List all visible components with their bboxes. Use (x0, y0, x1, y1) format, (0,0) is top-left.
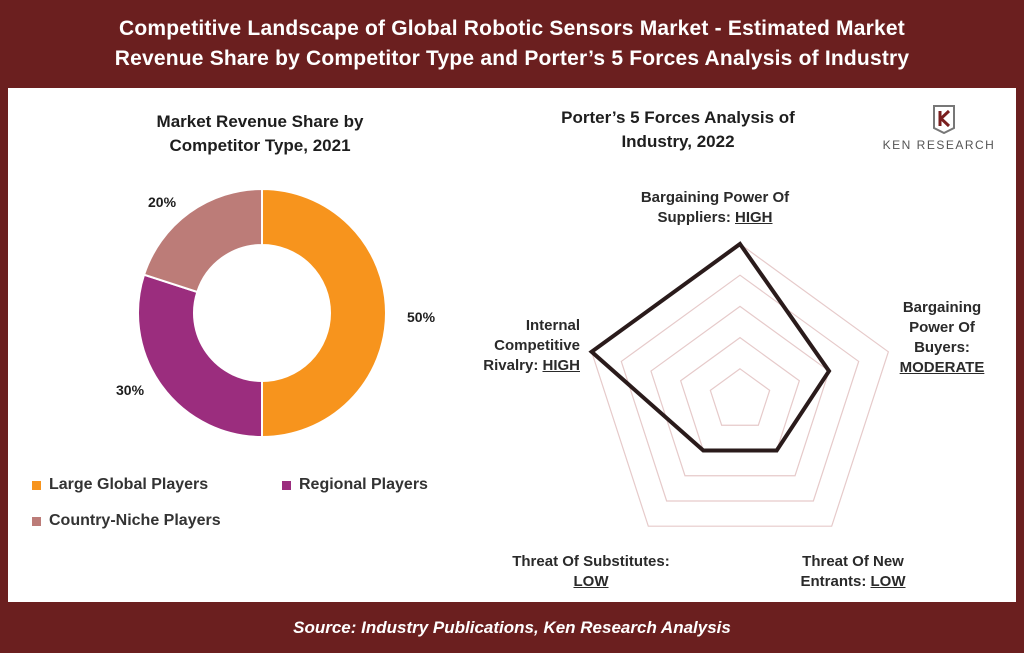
legend-item: Country-Niche Players (32, 512, 282, 530)
radar-axis-label: Threat Of New Entrants: LOW (800, 553, 906, 590)
header-banner: Competitive Landscape of Global Robotic … (0, 0, 1024, 88)
radar-series-line (588, 241, 832, 453)
radar-title-line-2: Industry, 2022 (621, 132, 735, 151)
donut-data-label: 50% (407, 309, 436, 325)
footer-banner: Source: Industry Publications, Ken Resea… (0, 603, 1024, 653)
radar-chart-title: Porter’s 5 Forces Analysis of Industry, … (528, 106, 828, 154)
radar-grid-ring (709, 368, 771, 426)
main-title-line-2: Revenue Share by Competitor Type and Por… (114, 47, 910, 70)
legend-label: Regional Players (299, 476, 428, 493)
legend-label: Large Global Players (49, 476, 209, 493)
donut-title-line-1: Market Revenue Share by (156, 112, 364, 131)
radar-grid-ring (620, 274, 860, 502)
legend-label: Country-Niche Players (49, 512, 221, 529)
donut-slice-country-niche-players (142, 187, 263, 294)
ken-research-logo: KEN RESEARCH (864, 104, 1014, 156)
logo-text: KEN RESEARCH (882, 138, 996, 152)
radar-axis-label: Threat Of Substitutes: LOW (512, 553, 670, 590)
donut-data-label: 30% (116, 382, 145, 398)
radar-axis-label: Internal Competitive Rivalry: HIGH (483, 317, 580, 374)
donut-chart-title: Market Revenue Share by Competitor Type,… (110, 110, 410, 158)
radar-grid-ring (679, 336, 801, 452)
donut-legend: Large Global Players Regional Players Coun… (32, 476, 492, 530)
radar-chart (588, 241, 890, 527)
source-note: Source: Industry Publications, Ken Resea… (293, 618, 731, 637)
legend-swatch (32, 480, 41, 490)
radar-title-line-1: Porter’s 5 Forces Analysis of (561, 108, 795, 127)
main-title-line-1: Competitive Landscape of Global Robotic … (119, 17, 905, 40)
ken-research-logo-icon (933, 105, 955, 134)
legend-swatch (282, 480, 291, 490)
main-title: Competitive Landscape of Global Robotic … (115, 14, 910, 74)
donut-slice-large-global-players (261, 187, 387, 439)
donut-data-label: 20% (148, 194, 177, 210)
legend-item: Regional Players (282, 476, 482, 494)
legend-item: Large Global Players (32, 476, 282, 494)
radar-grid-ring (590, 243, 890, 527)
radar-axis-label: Bargaining Power Of Buyers: MODERATE (899, 299, 985, 376)
content-panel: Market Revenue Share by Competitor Type,… (8, 88, 1016, 602)
donut-slice-regional-players (137, 273, 263, 439)
radar-axis-label: Bargaining Power Of Suppliers: HIGH (640, 189, 790, 226)
donut-chart (137, 187, 387, 439)
radar-grid-ring (650, 305, 830, 477)
legend-swatch (32, 516, 41, 526)
donut-title-line-2: Competitor Type, 2021 (169, 136, 351, 155)
